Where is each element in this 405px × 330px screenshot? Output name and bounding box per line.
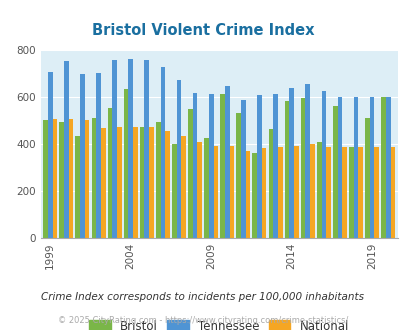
Bar bbox=[316, 142, 321, 238]
Bar bbox=[373, 147, 378, 238]
Bar bbox=[156, 122, 160, 238]
Text: © 2025 CityRating.com - https://www.cityrating.com/crime-statistics/: © 2025 CityRating.com - https://www.city… bbox=[58, 315, 347, 325]
Bar bbox=[229, 146, 234, 238]
Bar bbox=[268, 129, 273, 238]
Bar bbox=[85, 120, 89, 238]
Bar bbox=[59, 122, 64, 238]
Bar bbox=[43, 120, 48, 238]
Bar bbox=[380, 96, 385, 238]
Bar bbox=[261, 148, 266, 238]
Bar bbox=[325, 147, 330, 238]
Bar bbox=[321, 91, 325, 238]
Bar bbox=[348, 147, 353, 238]
Bar bbox=[128, 59, 133, 238]
Bar bbox=[53, 119, 57, 238]
Bar bbox=[220, 94, 224, 238]
Bar bbox=[165, 131, 170, 238]
Bar bbox=[252, 153, 256, 238]
Bar bbox=[204, 138, 208, 238]
Bar bbox=[289, 88, 293, 238]
Bar bbox=[192, 93, 197, 238]
Bar bbox=[75, 137, 80, 238]
Bar bbox=[48, 72, 53, 238]
Bar bbox=[80, 74, 85, 238]
Bar bbox=[160, 67, 165, 238]
Bar bbox=[337, 96, 341, 238]
Bar bbox=[236, 113, 241, 238]
Bar bbox=[293, 146, 298, 238]
Bar bbox=[241, 100, 245, 238]
Legend: Bristol, Tennessee, National: Bristol, Tennessee, National bbox=[85, 315, 353, 330]
Bar bbox=[385, 96, 390, 238]
Bar bbox=[300, 98, 305, 238]
Bar bbox=[273, 94, 277, 238]
Bar bbox=[172, 144, 176, 238]
Bar bbox=[332, 106, 337, 238]
Bar bbox=[364, 118, 369, 238]
Bar bbox=[358, 147, 362, 238]
Bar bbox=[176, 80, 181, 238]
Bar bbox=[68, 119, 73, 238]
Bar bbox=[305, 83, 309, 238]
Bar bbox=[353, 96, 358, 238]
Bar bbox=[341, 147, 346, 238]
Bar bbox=[107, 108, 112, 238]
Bar bbox=[188, 110, 192, 238]
Bar bbox=[91, 118, 96, 238]
Bar bbox=[245, 150, 250, 238]
Text: Bristol Violent Crime Index: Bristol Violent Crime Index bbox=[92, 23, 313, 38]
Bar bbox=[390, 147, 394, 238]
Bar bbox=[139, 127, 144, 238]
Bar bbox=[256, 95, 261, 238]
Bar bbox=[369, 96, 373, 238]
Bar bbox=[181, 137, 185, 238]
Bar bbox=[284, 101, 289, 238]
Bar bbox=[208, 94, 213, 238]
Bar bbox=[112, 60, 117, 238]
Bar bbox=[117, 127, 121, 238]
Bar bbox=[144, 60, 149, 238]
Bar bbox=[224, 86, 229, 238]
Bar bbox=[64, 61, 68, 238]
Bar bbox=[197, 142, 202, 238]
Bar bbox=[149, 127, 153, 238]
Bar bbox=[133, 127, 137, 238]
Bar bbox=[100, 128, 105, 238]
Bar bbox=[277, 147, 282, 238]
Bar bbox=[96, 73, 100, 238]
Bar bbox=[124, 89, 128, 238]
Bar bbox=[213, 146, 217, 238]
Text: Crime Index corresponds to incidents per 100,000 inhabitants: Crime Index corresponds to incidents per… bbox=[41, 292, 364, 302]
Bar bbox=[309, 144, 314, 238]
